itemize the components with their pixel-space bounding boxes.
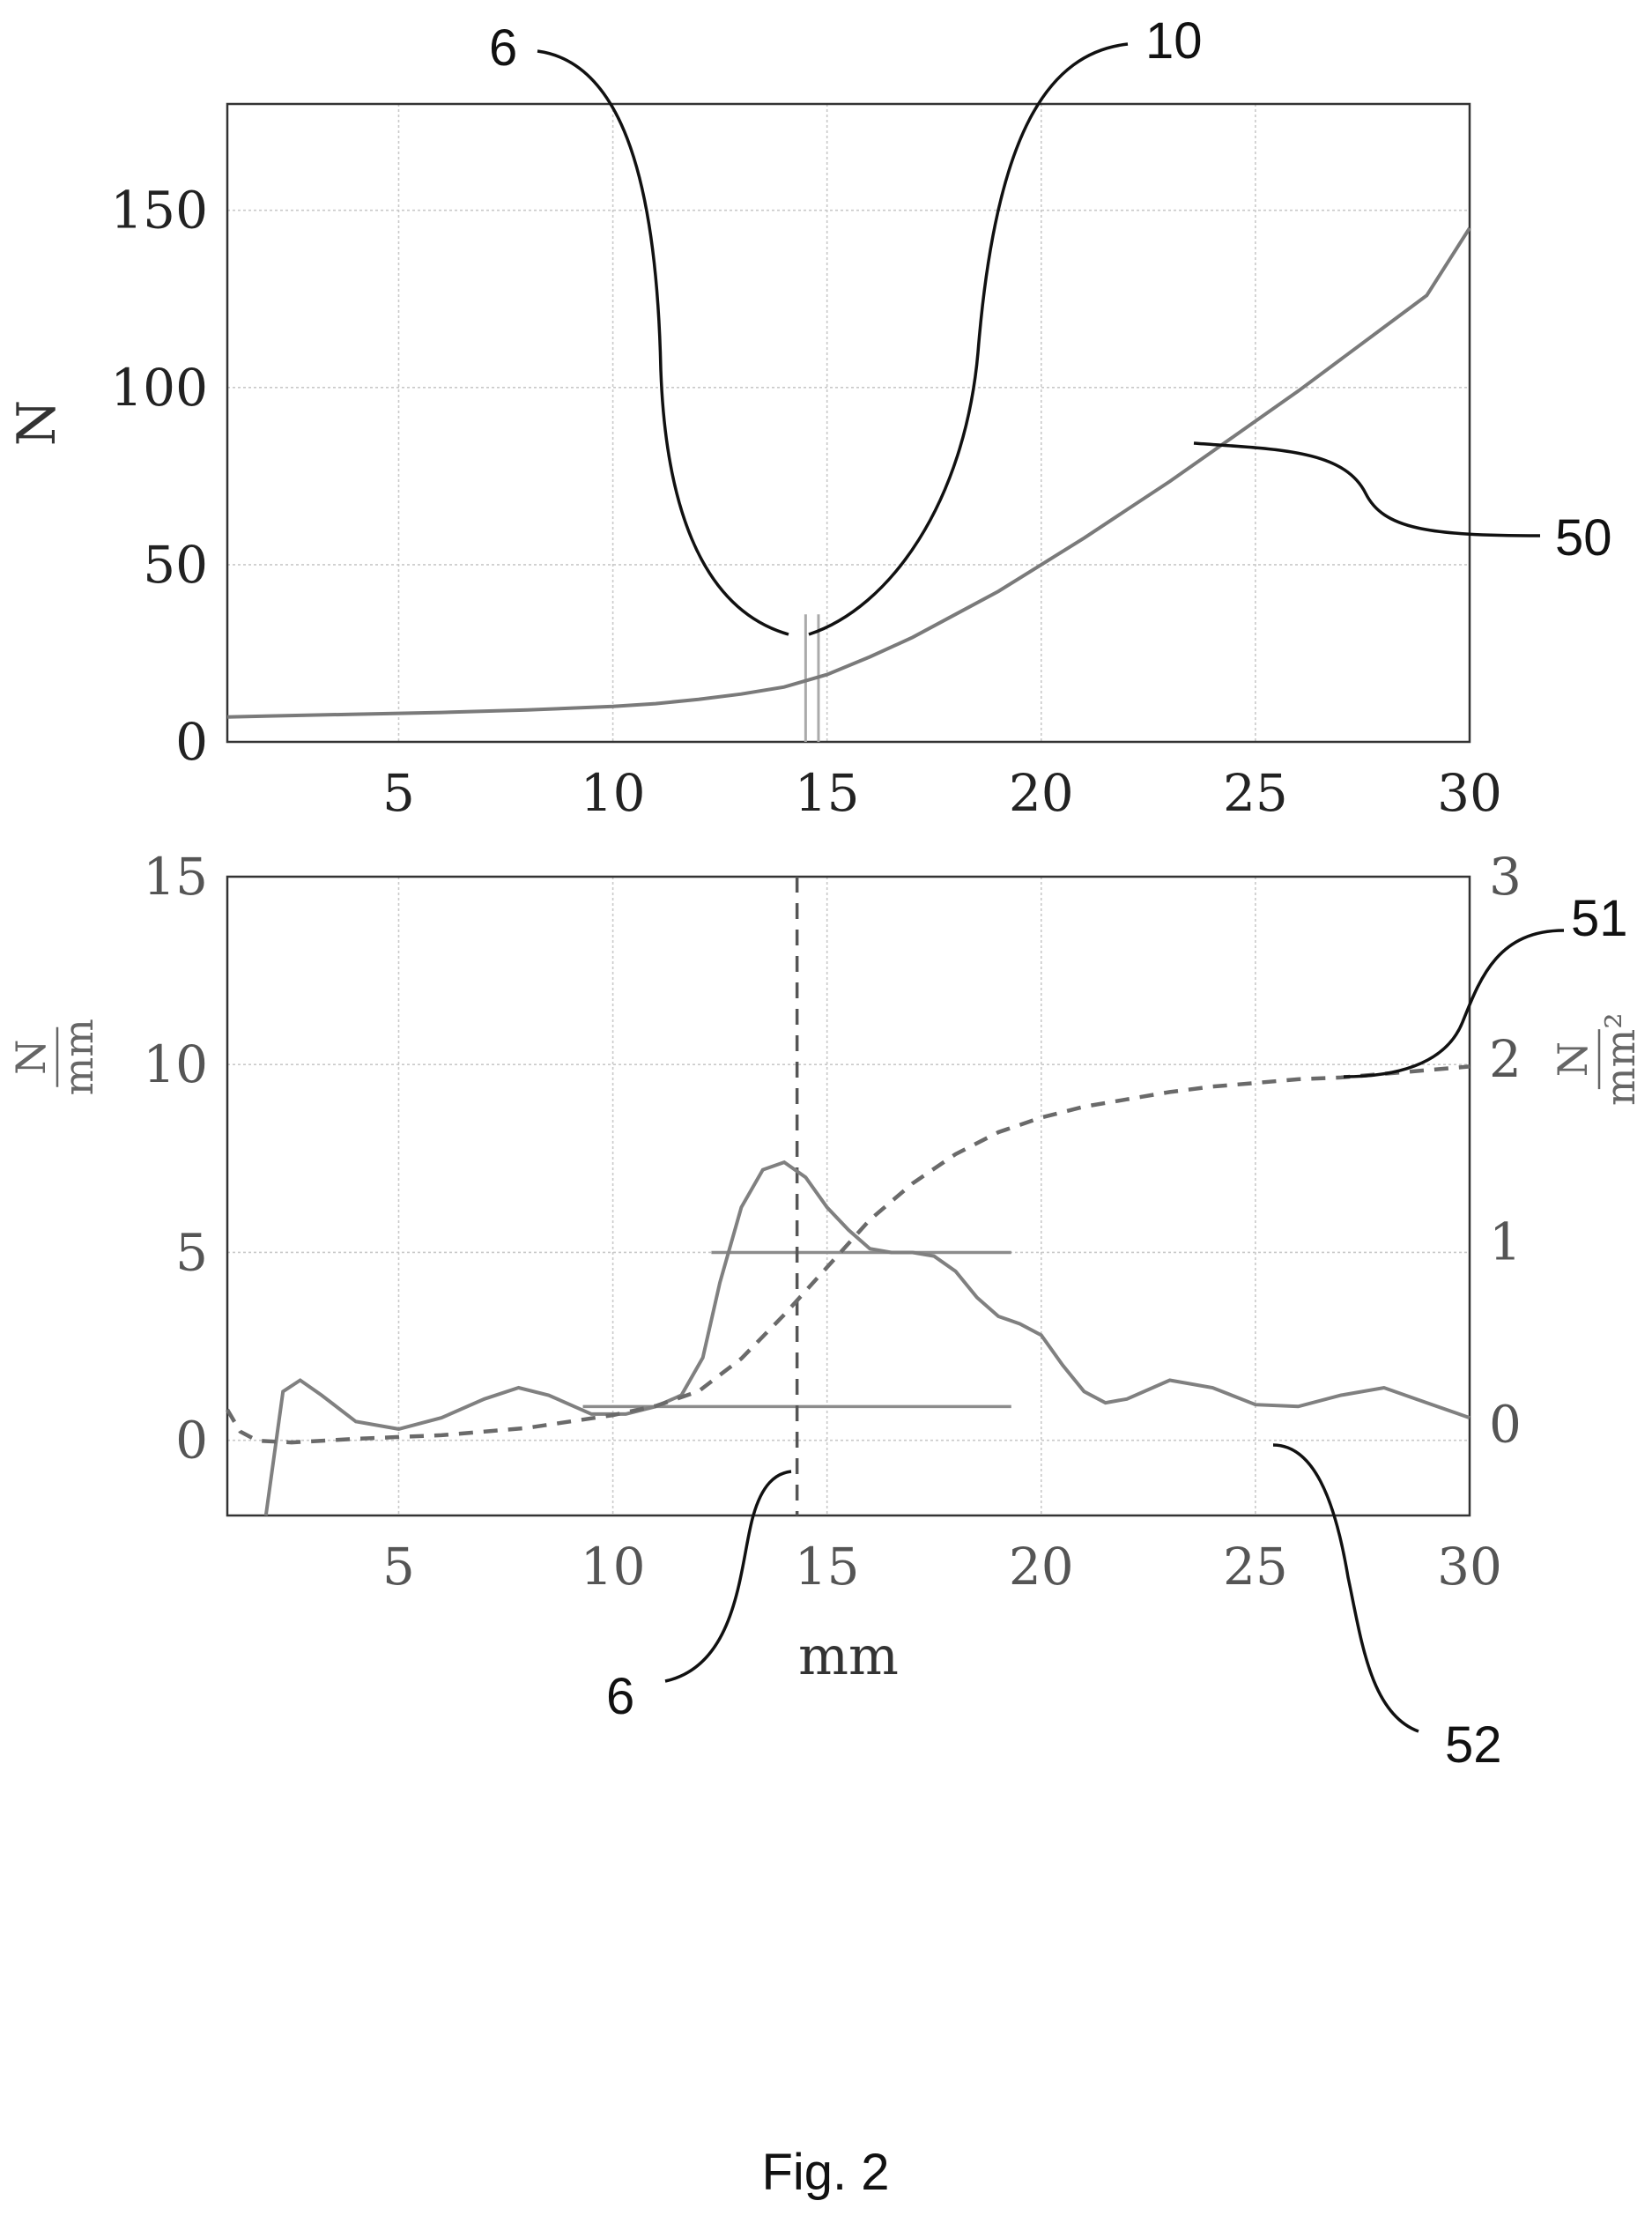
top-x-tick-label: 20 [1009, 763, 1074, 823]
right-label-numerator: N [1549, 1041, 1596, 1077]
bottom-x-tick-labels: 5 10 15 20 25 30 [382, 1537, 1502, 1597]
top-gridlines [227, 104, 1471, 743]
bottom-right-tick-label: 1 [1489, 1212, 1522, 1271]
bottom-x-tick-label: 25 [1223, 1537, 1288, 1597]
top-plot-frame [226, 102, 1471, 744]
bottom-y-tick-labels: 0 5 10 15 [143, 847, 208, 1471]
callout-52: 52 [1445, 1716, 1502, 1774]
bottom-plot-frame [226, 875, 1471, 1517]
top-x-tick-label: 15 [795, 763, 860, 823]
leader-line-6-bottom [664, 1470, 792, 1683]
leader-line-51 [1343, 929, 1565, 1078]
leader-line-52 [1272, 1443, 1419, 1733]
bottom-x-tick-label: 30 [1437, 1537, 1502, 1597]
bottom-right-y-axis-label: N mm² [1549, 1012, 1644, 1106]
top-force-chart: 5 10 15 20 25 30 0 50 100 150 N [6, 102, 1502, 823]
top-x-tick-label: 25 [1223, 763, 1288, 823]
second-derivative-curve [226, 1064, 1471, 1445]
top-y-tick-label: 0 [175, 712, 208, 772]
top-y-axis-label: N [6, 400, 68, 447]
top-x-tick-label: 10 [581, 763, 646, 823]
bottom-derivative-chart: 5 10 15 20 25 30 0 5 10 15 0 1 2 3 mm N mm N mm² [7, 847, 1644, 1687]
bottom-right-tick-label: 3 [1489, 847, 1522, 907]
leader-line-10 [808, 42, 1129, 636]
bottom-y-tick-label: 5 [175, 1222, 208, 1282]
bottom-x-tick-label: 15 [795, 1537, 860, 1597]
top-y-tick-label: 150 [110, 181, 208, 241]
bottom-gridlines [227, 876, 1471, 1515]
leader-line-50 [1193, 441, 1541, 537]
bottom-right-tick-label: 0 [1489, 1394, 1522, 1454]
bottom-x-tick-label: 10 [581, 1537, 646, 1597]
left-label-denominator: mm [55, 1019, 102, 1095]
bottom-right-tick-label: 2 [1489, 1029, 1522, 1089]
right-label-denominator: mm² [1596, 1012, 1644, 1106]
figure-caption: Fig. 2 [761, 2144, 889, 2201]
callout-10: 10 [1145, 12, 1203, 70]
stiffness-curve [263, 1160, 1471, 1516]
top-y-tick-label: 100 [110, 358, 208, 418]
top-y-tick-label: 50 [143, 535, 208, 595]
bottom-right-tick-labels: 0 1 2 3 [1489, 847, 1522, 1454]
top-x-tick-label: 30 [1437, 763, 1502, 823]
callout-6-top: 6 [489, 19, 517, 77]
bottom-y-tick-label: 15 [143, 847, 208, 907]
bottom-y-tick-label: 0 [175, 1411, 208, 1471]
left-label-numerator: N [7, 1040, 55, 1075]
top-y-tick-labels: 0 50 100 150 [110, 181, 208, 772]
callout-50: 50 [1555, 509, 1612, 567]
reference-callouts: 6 10 50 51 6 52 [489, 12, 1628, 1774]
callout-51: 51 [1571, 890, 1628, 947]
top-x-tick-labels: 5 10 15 20 25 30 [382, 763, 1502, 823]
bottom-x-tick-label: 5 [382, 1537, 415, 1597]
top-x-tick-label: 5 [382, 763, 415, 823]
force-curve [226, 226, 1471, 719]
leader-line-6-top [537, 49, 789, 636]
bottom-x-tick-label: 20 [1009, 1537, 1074, 1597]
bottom-left-y-axis-label: N mm [7, 1019, 102, 1095]
callout-6-bottom: 6 [606, 1668, 634, 1725]
bottom-x-axis-label: mm [798, 1626, 899, 1687]
bottom-y-tick-label: 10 [143, 1034, 208, 1094]
